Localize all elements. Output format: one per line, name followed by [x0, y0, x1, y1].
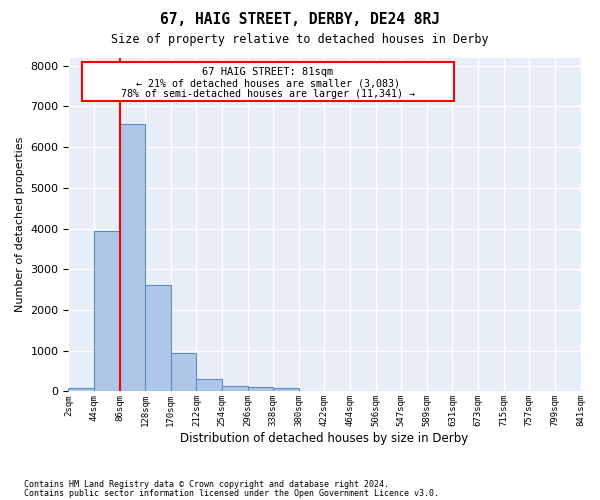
- Text: 78% of semi-detached houses are larger (11,341) →: 78% of semi-detached houses are larger (…: [121, 90, 415, 100]
- Text: 67 HAIG STREET: 81sqm: 67 HAIG STREET: 81sqm: [202, 67, 334, 77]
- Bar: [68, 388, 94, 392]
- Bar: [222, 386, 248, 392]
- FancyBboxPatch shape: [82, 62, 454, 102]
- Bar: [119, 124, 145, 392]
- Text: ← 21% of detached houses are smaller (3,083): ← 21% of detached houses are smaller (3,…: [136, 78, 400, 88]
- Bar: [171, 353, 196, 392]
- Text: Contains public sector information licensed under the Open Government Licence v3: Contains public sector information licen…: [24, 489, 439, 498]
- Bar: [145, 284, 171, 392]
- Text: 67, HAIG STREET, DERBY, DE24 8RJ: 67, HAIG STREET, DERBY, DE24 8RJ: [160, 12, 440, 28]
- Text: Size of property relative to detached houses in Derby: Size of property relative to detached ho…: [111, 32, 489, 46]
- Y-axis label: Number of detached properties: Number of detached properties: [15, 137, 25, 312]
- Text: Contains HM Land Registry data © Crown copyright and database right 2024.: Contains HM Land Registry data © Crown c…: [24, 480, 389, 489]
- Bar: [94, 230, 119, 392]
- Bar: [273, 388, 299, 392]
- Bar: [248, 388, 273, 392]
- X-axis label: Distribution of detached houses by size in Derby: Distribution of detached houses by size …: [181, 432, 469, 445]
- Bar: [196, 380, 222, 392]
